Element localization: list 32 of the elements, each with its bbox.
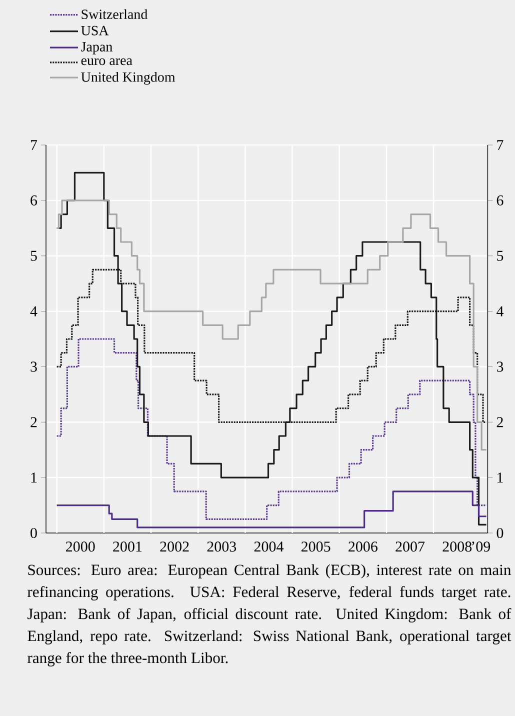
y-tick-label: 6 [496,195,504,206]
y-tick-label: 0 [496,528,504,538]
y-tick-label: 4 [496,306,504,316]
x-tick-label: 2004 [254,542,284,552]
legend-label: Japan [81,42,112,54]
x-tick-label: ’09 [472,542,490,552]
x-tick-label: 2006 [348,542,378,552]
legend-label: USA [81,26,109,36]
x-tick-label: 2007 [396,542,425,552]
legend-label: Switzerland [82,9,148,20]
y-tick-label: 3 [496,362,504,372]
legend-label: United Kingdom [81,72,176,85]
source-note: Sources: Euro area: European Central Bank (ECB), interest rate on main refinancing operations. USA: Federal Reserve, federal funds target rate. Japan: Bank of Japan, official discount rate. United Kingdom: Bank of England, repo rate. Switzerland: Swiss National Bank, operational target range for the three-month Libor. [28,564,512,666]
y-tick-label: 7 [497,140,504,150]
y2-tick-label: 1 [31,472,37,483]
y2-tick-label: 7 [30,140,38,150]
x-tick-label: 2000 [66,542,95,552]
y-tick-label: 2 [496,417,503,428]
x-tick-label: 2002 [160,542,189,552]
legend-label: euro area [81,58,132,66]
y2-tick-label: 5 [30,250,37,261]
y2-tick-label: 0 [30,528,37,538]
y2-tick-label: 2 [30,417,37,428]
y-tick-label: 1 [498,472,503,483]
y2-tick-label: 3 [30,362,37,372]
x-tick-label: 2003 [207,542,236,552]
x-tick-label: 2005 [301,542,330,552]
x-tick-label: 2001 [113,542,142,552]
y2-tick-label: 6 [30,195,38,206]
y2-tick-label: 4 [30,306,38,316]
y-tick-label: 5 [497,250,504,261]
x-tick-label: 2008 [442,542,472,552]
